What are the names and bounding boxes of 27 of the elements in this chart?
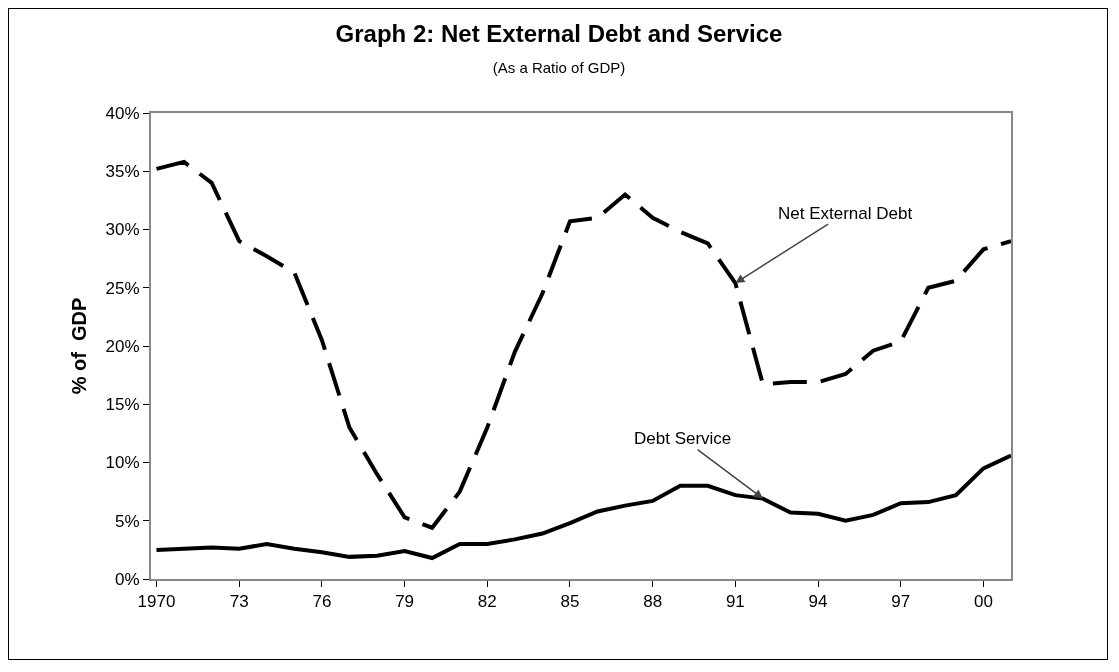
annotation: Debt Service [634,429,732,448]
y-axis-title: % of GDP [67,297,90,395]
x-tick-label: 85 [560,592,580,612]
x-tick-label: 79 [395,592,415,612]
x-tick-label: 76 [312,592,332,612]
y-tick-label: 0% [115,569,140,589]
y-tick-label: 15% [105,395,140,415]
x-tick-label: 91 [725,592,745,612]
chart-subtitle: (As a Ratio of GDP) [492,58,626,76]
y-tick-label: 20% [105,336,140,356]
line-series [154,159,1011,530]
x-tick-label: 1970 [137,592,176,612]
x-tick-label: 97 [891,592,911,612]
y-tick-label: 30% [105,220,140,240]
chart-title: Graph 2: Net External Debt and Service [335,19,783,47]
x-tick-label: 94 [808,592,828,612]
x-tick-label: 73 [229,592,249,612]
y-tick-label: 5% [115,511,140,531]
line-series [154,453,1011,561]
y-tick-label: 25% [105,278,140,298]
x-tick-label: 00 [973,592,993,612]
x-tick-label: 82 [477,592,497,612]
y-tick-label: 10% [105,453,140,473]
x-tick-label: 88 [643,592,663,612]
y-tick-label: 40% [105,103,140,123]
y-tick-label: 35% [105,162,140,182]
annotation: Net External Debt [778,204,913,223]
